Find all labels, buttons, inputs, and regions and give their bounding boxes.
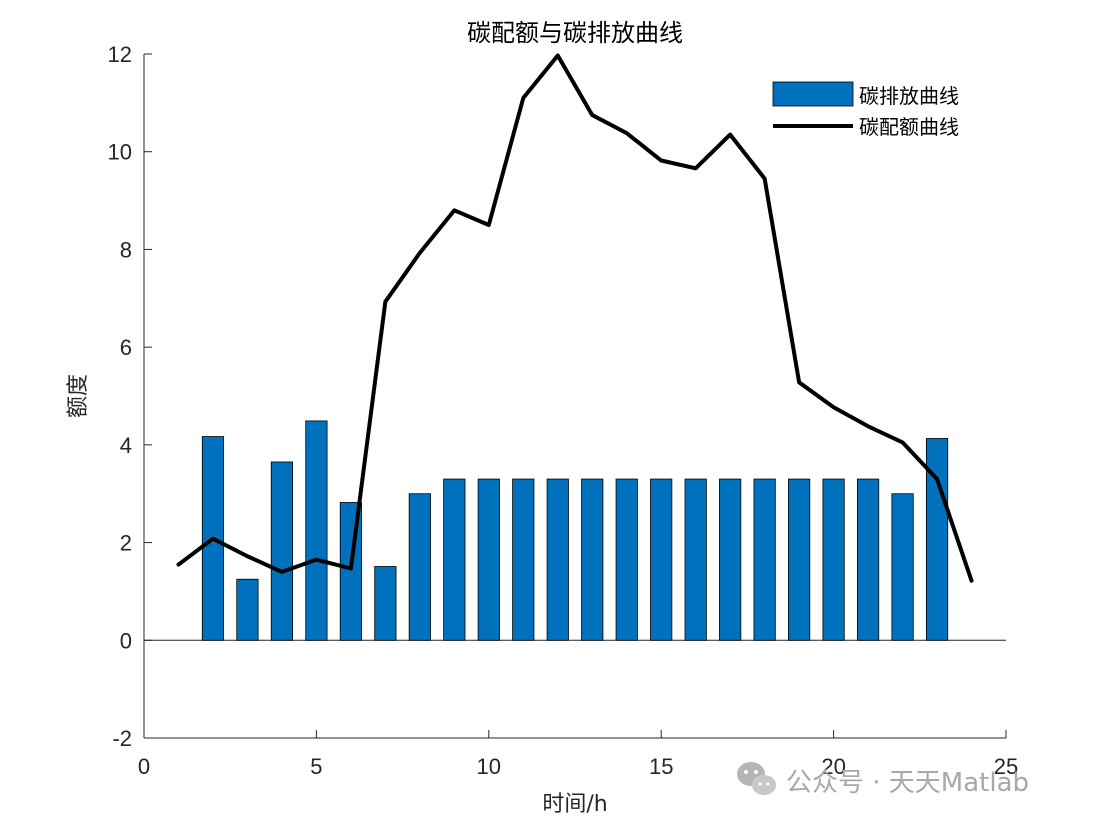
legend: 碳排放曲线 碳配额曲线 — [772, 81, 959, 139]
x-tick-label: 0 — [138, 754, 150, 779]
bar — [374, 566, 397, 641]
bar — [891, 493, 914, 641]
bar — [305, 420, 328, 641]
bar — [615, 478, 638, 641]
wechat-icon — [737, 762, 776, 795]
quota-line — [176, 53, 974, 583]
bar — [684, 478, 707, 641]
x-tick-label: 25 — [994, 754, 1018, 779]
bar — [236, 578, 259, 641]
x-axis-label: 时间/h — [542, 792, 607, 817]
x-tick-label: 20 — [821, 754, 845, 779]
bar — [856, 478, 880, 641]
y-tick-label: 10 — [108, 140, 132, 165]
y-tick-label: 2 — [120, 531, 132, 556]
bar — [650, 478, 673, 641]
watermark: 公众号 · 天天Matlab — [737, 762, 1029, 798]
legend-label-quota: 碳配额曲线 — [859, 115, 959, 139]
bar — [512, 478, 535, 641]
y-tick-label: 0 — [120, 628, 132, 653]
legend-label-emission: 碳排放曲线 — [859, 84, 959, 108]
x-tick-label: 10 — [477, 754, 501, 779]
bar — [822, 478, 845, 641]
bar — [546, 478, 569, 641]
bar — [270, 461, 294, 641]
bar — [477, 478, 500, 641]
y-tick-label: 4 — [120, 433, 132, 458]
y-tick-label: 6 — [120, 335, 132, 360]
y-tick-label: 8 — [120, 237, 132, 262]
bar — [753, 478, 776, 641]
watermark-text: 公众号 · 天天Matlab — [786, 768, 1029, 798]
x-tick-label: 15 — [649, 754, 673, 779]
bar — [581, 478, 604, 641]
bar — [788, 478, 811, 641]
bar — [719, 478, 742, 641]
y-tick-label: 12 — [108, 42, 132, 67]
y-tick-label: -2 — [112, 726, 132, 751]
bar — [408, 493, 431, 641]
bar — [443, 478, 466, 641]
x-tick-label: 5 — [310, 754, 322, 779]
chart-title: 碳配额与碳排放曲线 — [467, 19, 683, 47]
legend-bar-swatch — [772, 81, 854, 107]
y-axis-label: 额度 — [66, 374, 91, 418]
